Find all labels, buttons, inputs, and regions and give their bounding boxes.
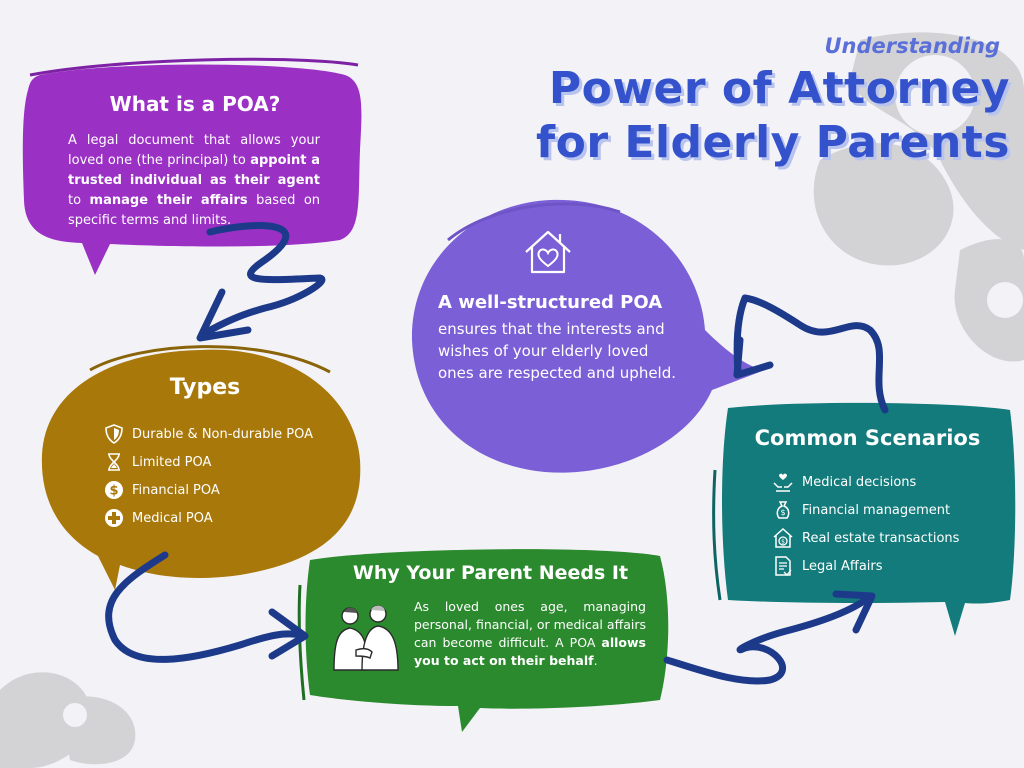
types-bubble [41,345,361,590]
medical-hands-icon [773,473,793,492]
kicker-text: Understanding [824,34,1000,58]
scenario-label: Real estate transactions [802,530,960,546]
list-item: Medical decisions [772,468,959,496]
arrow-why-to-scenarios-head [832,590,876,634]
svg-text:$: $ [109,484,118,499]
poa-bubble [22,57,362,276]
list-item: Durable & Non-durable POA [104,420,313,448]
svg-text:$: $ [781,539,785,546]
poa-body-part-1: A legal document that allows your loved … [68,133,320,168]
well-structured-heading: A well-structured POA [438,292,663,313]
money-bag-icon: $ [776,501,790,519]
legal-document-icon [775,556,792,576]
poa-body-part-3: based on specific terms and limits. [68,193,321,228]
list-item: Limited POA [104,448,313,476]
flow-arrows [105,222,889,685]
poa-body-bold-1: appoint a trusted individual as their ag… [68,153,320,188]
scenario-label: Medical decisions [802,474,917,490]
scenario-label: Financial management [802,502,951,518]
why-body-end: . [593,653,598,668]
arrow-scenarios-to-wsp [733,294,889,414]
poa-heading: What is a POA? [109,92,281,116]
why-body: As loved ones age, managing personal, fi… [414,598,646,670]
scenario-label: Legal Affairs [802,558,883,574]
types-heading: Types [169,375,241,400]
arrow-types-to-why-head [268,608,309,660]
type-label: Medical POA [132,510,213,526]
why-body-bold: allows you to act on their behalf [414,635,646,668]
poa-body-bold-2: manage their affairs [89,193,248,208]
scenarios-list: Medical decisions $ Financial management… [772,468,959,580]
list-item: Legal Affairs [772,552,959,580]
arrow-poa-to-types-head [196,288,252,342]
svg-text:$: $ [780,508,785,517]
house-dollar-icon: $ [773,527,793,548]
title-line-2: for Elderly Parents [536,117,1010,168]
type-label: Durable & Non-durable POA [132,426,313,442]
parent-and-child-illustration [333,605,399,671]
dollar-coin-icon: $ [105,481,123,499]
well-structured-bubble [411,199,765,473]
arrow-scenarios-to-wsp-head [733,336,774,379]
why-body-text: As loved ones age, managing personal, fi… [414,599,646,650]
list-item: $ Financial POA [104,476,313,504]
poa-body-part-2: to [68,193,90,208]
page-title: Power of Attorney for Elderly Parents [470,62,1010,170]
hourglass-icon [108,453,120,471]
type-label: Financial POA [132,482,220,498]
medical-cross-icon [105,509,123,527]
well-structured-body: ensures that the interests and wishes of… [438,320,677,382]
house-heart-icon [525,230,571,274]
why-heading: Why Your Parent Needs It [352,562,629,584]
list-item: Medical POA [104,504,313,532]
scenarios-bubble [712,402,1016,636]
list-item: $ Financial management [772,496,959,524]
decorative-blobs [0,32,1024,768]
arrow-types-to-why [105,551,304,663]
shield-icon [105,424,123,444]
types-list: Durable & Non-durable POA Limited POA $ … [104,420,313,532]
poa-body: A legal document that allows your loved … [68,131,320,231]
scenarios-heading: Common Scenarios [754,426,981,450]
title-line-1: Power of Attorney [548,63,1010,114]
type-label: Limited POA [132,454,212,470]
arrow-why-to-scenarios [663,594,872,685]
arrow-poa-to-types [201,222,326,337]
list-item: $ Real estate transactions [772,524,959,552]
